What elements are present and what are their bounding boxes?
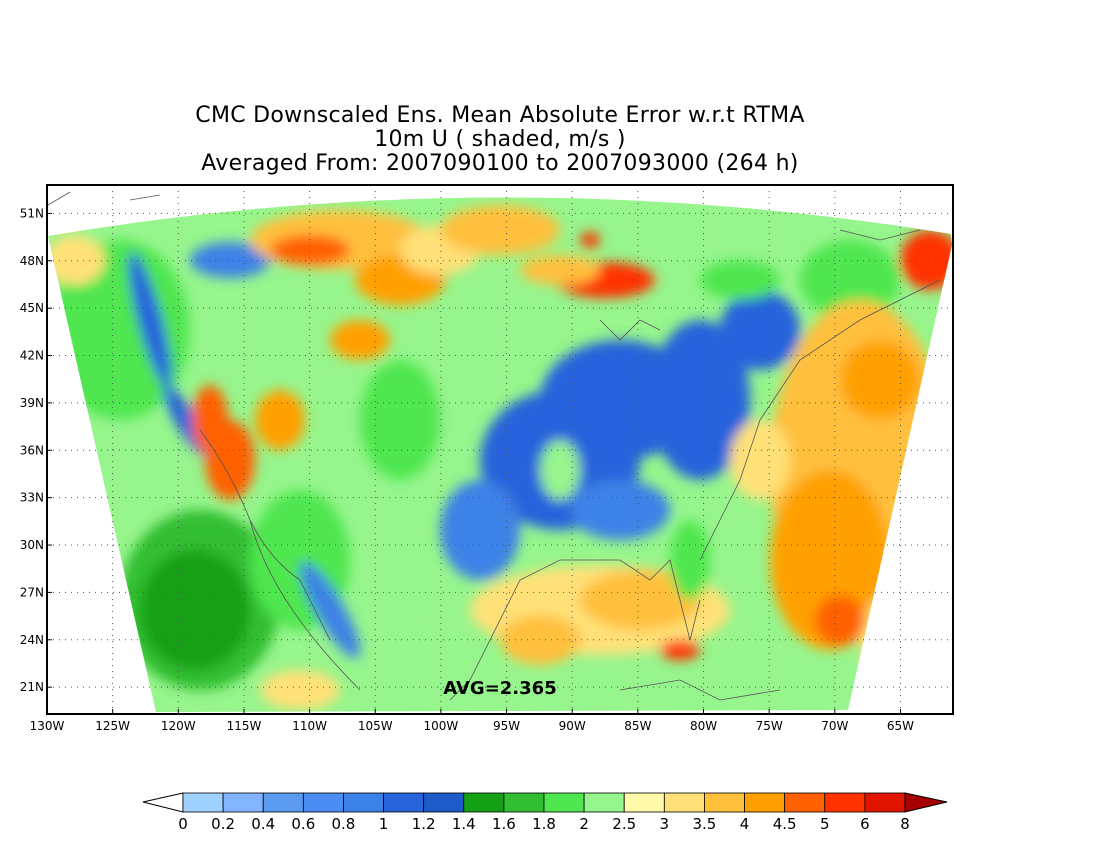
map-title-line1: CMC Downscaled Ens. Mean Absolute Error … xyxy=(195,103,805,128)
lon-tick-label: 110W xyxy=(292,719,327,733)
colorbar-label: 1.6 xyxy=(492,815,516,833)
lon-tick-label: 105W xyxy=(358,719,393,733)
colorbar-swatch xyxy=(784,792,826,813)
lat-tick-label: 21N xyxy=(20,680,44,694)
lat-tick-labels: 51N 48N 45N 42N 39N 36N 33N 30N 27N 24N 21N xyxy=(20,206,52,694)
colorbar-label: 1.2 xyxy=(412,815,436,833)
colorbar-label: 3 xyxy=(660,815,670,833)
colorbar-swatch xyxy=(343,792,384,813)
lon-tick-label: 120W xyxy=(161,719,196,733)
map-title-line3: Averaged From: 2007090100 to 2007093000 … xyxy=(201,151,799,176)
lon-tick-label: 70W xyxy=(821,719,848,733)
shaded-field xyxy=(48,197,952,712)
colorbar-swatch xyxy=(663,792,705,813)
colorbar-label: 0.8 xyxy=(332,815,356,833)
colorbar-label: 1 xyxy=(379,815,389,833)
colorbar-swatch xyxy=(182,792,224,813)
colorbar-swatch xyxy=(704,792,745,813)
colorbar-label: 4.5 xyxy=(773,815,797,833)
lat-tick-label: 36N xyxy=(20,443,44,457)
lon-tick-label: 75W xyxy=(756,719,783,733)
lon-tick-label: 85W xyxy=(624,719,651,733)
lon-tick-label: 95W xyxy=(493,719,520,733)
colorbar-swatch xyxy=(864,792,906,813)
colorbar-swatch xyxy=(503,792,545,813)
colorbar-swatch xyxy=(543,792,585,813)
colorbar-swatch xyxy=(824,792,866,813)
colorbar-label: 0.6 xyxy=(291,815,315,833)
avg-label: AVG=2.365 xyxy=(443,678,556,699)
colorbar-swatch xyxy=(583,792,625,813)
colorbar-swatch xyxy=(222,792,264,813)
lon-tick-label: 125W xyxy=(95,719,130,733)
colorbar-swatch xyxy=(302,792,344,813)
map-frame xyxy=(46,184,954,715)
lat-tick-label: 33N xyxy=(20,491,44,505)
lat-tick-label: 42N xyxy=(20,349,44,363)
colorbar-label: 0.2 xyxy=(211,815,235,833)
lon-tick-label: 130W xyxy=(30,719,65,733)
lat-tick-label: 39N xyxy=(20,396,44,410)
colorbar-label: 0.4 xyxy=(251,815,275,833)
lon-tick-label: 115W xyxy=(227,719,262,733)
colorbar-swatch xyxy=(744,792,786,813)
colorbar-swatch xyxy=(623,792,665,813)
lon-tick-labels: 130W 125W 120W 115W 110W 105W 100W 95W 90W 85W 80W… xyxy=(30,709,914,733)
colorbar-label: 2 xyxy=(579,815,589,833)
colorbar-over-arrow xyxy=(904,792,948,813)
colorbar-label: 0 xyxy=(178,815,188,833)
colorbar-label: 2.5 xyxy=(612,815,636,833)
colorbar-label: 3.5 xyxy=(693,815,717,833)
colorbar-label: 1.8 xyxy=(532,815,556,833)
lon-tick-label: 90W xyxy=(559,719,586,733)
lon-tick-label: 80W xyxy=(690,719,717,733)
lat-tick-label: 27N xyxy=(20,585,44,599)
lat-tick-label: 48N xyxy=(20,254,44,268)
colorbar-label: 8 xyxy=(900,815,910,833)
map-title-line2: 10m U ( shaded, m/s ) xyxy=(374,127,626,152)
lat-tick-label: 30N xyxy=(20,538,44,552)
lat-tick-label: 24N xyxy=(20,633,44,647)
colorbar-under-arrow xyxy=(142,792,184,813)
colorbar-label: 4 xyxy=(740,815,750,833)
lon-tick-label: 65W xyxy=(887,719,914,733)
colorbar-label: 1.4 xyxy=(452,815,476,833)
colorbar-swatch xyxy=(463,792,505,813)
colorbar-label: 5 xyxy=(820,815,830,833)
colorbar-swatch xyxy=(423,792,465,813)
colorbar-swatch xyxy=(262,792,304,813)
lat-tick-label: 45N xyxy=(20,301,44,315)
lat-tick-label: 51N xyxy=(20,206,44,220)
lon-tick-label: 100W xyxy=(424,719,459,733)
colorbar-label: 6 xyxy=(860,815,870,833)
colorbar: 0 0.2 0.4 0.6 0.8 1 1.2 1.4 1.6 1.8 2 2.5 3 3.5 4 4.5 5 6… xyxy=(142,792,948,833)
colorbar-swatch xyxy=(383,792,425,813)
